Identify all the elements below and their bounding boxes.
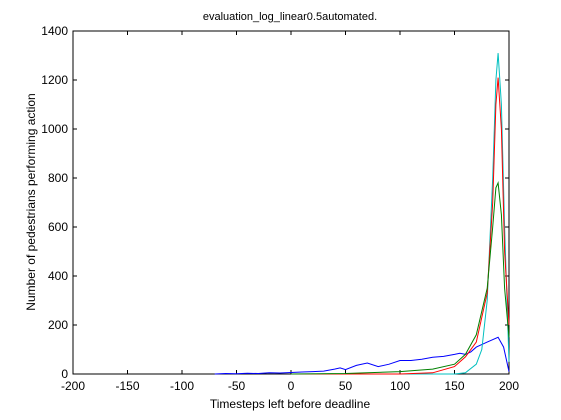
y-axis-label: Number of pedestrians performing action bbox=[24, 93, 38, 310]
y-tick-label: 200 bbox=[48, 318, 68, 332]
y-tick-label: 600 bbox=[48, 220, 68, 234]
y-tick-label: 0 bbox=[61, 367, 68, 381]
x-tick-label: -150 bbox=[115, 379, 139, 393]
x-axis-label: Timesteps left before deadline bbox=[210, 397, 371, 411]
y-tick-label: 400 bbox=[48, 269, 68, 283]
x-tick-label: -200 bbox=[61, 379, 85, 393]
chart-title: evaluation_log_linear0.5automated. bbox=[203, 11, 377, 23]
x-tick-label: 150 bbox=[444, 379, 464, 393]
x-tick-label: 200 bbox=[499, 379, 519, 393]
y-tick-label: 1400 bbox=[41, 24, 68, 38]
plot-frame bbox=[73, 31, 509, 374]
y-tick-label: 1000 bbox=[41, 122, 68, 136]
y-tick-label: 800 bbox=[48, 171, 68, 185]
x-tick-label: -50 bbox=[228, 379, 246, 393]
x-tick-label: -100 bbox=[170, 379, 194, 393]
y-tick-label: 1200 bbox=[41, 73, 68, 87]
x-tick-label: 0 bbox=[288, 379, 295, 393]
x-tick-label: 100 bbox=[390, 379, 410, 393]
x-tick-label: 50 bbox=[339, 379, 353, 393]
